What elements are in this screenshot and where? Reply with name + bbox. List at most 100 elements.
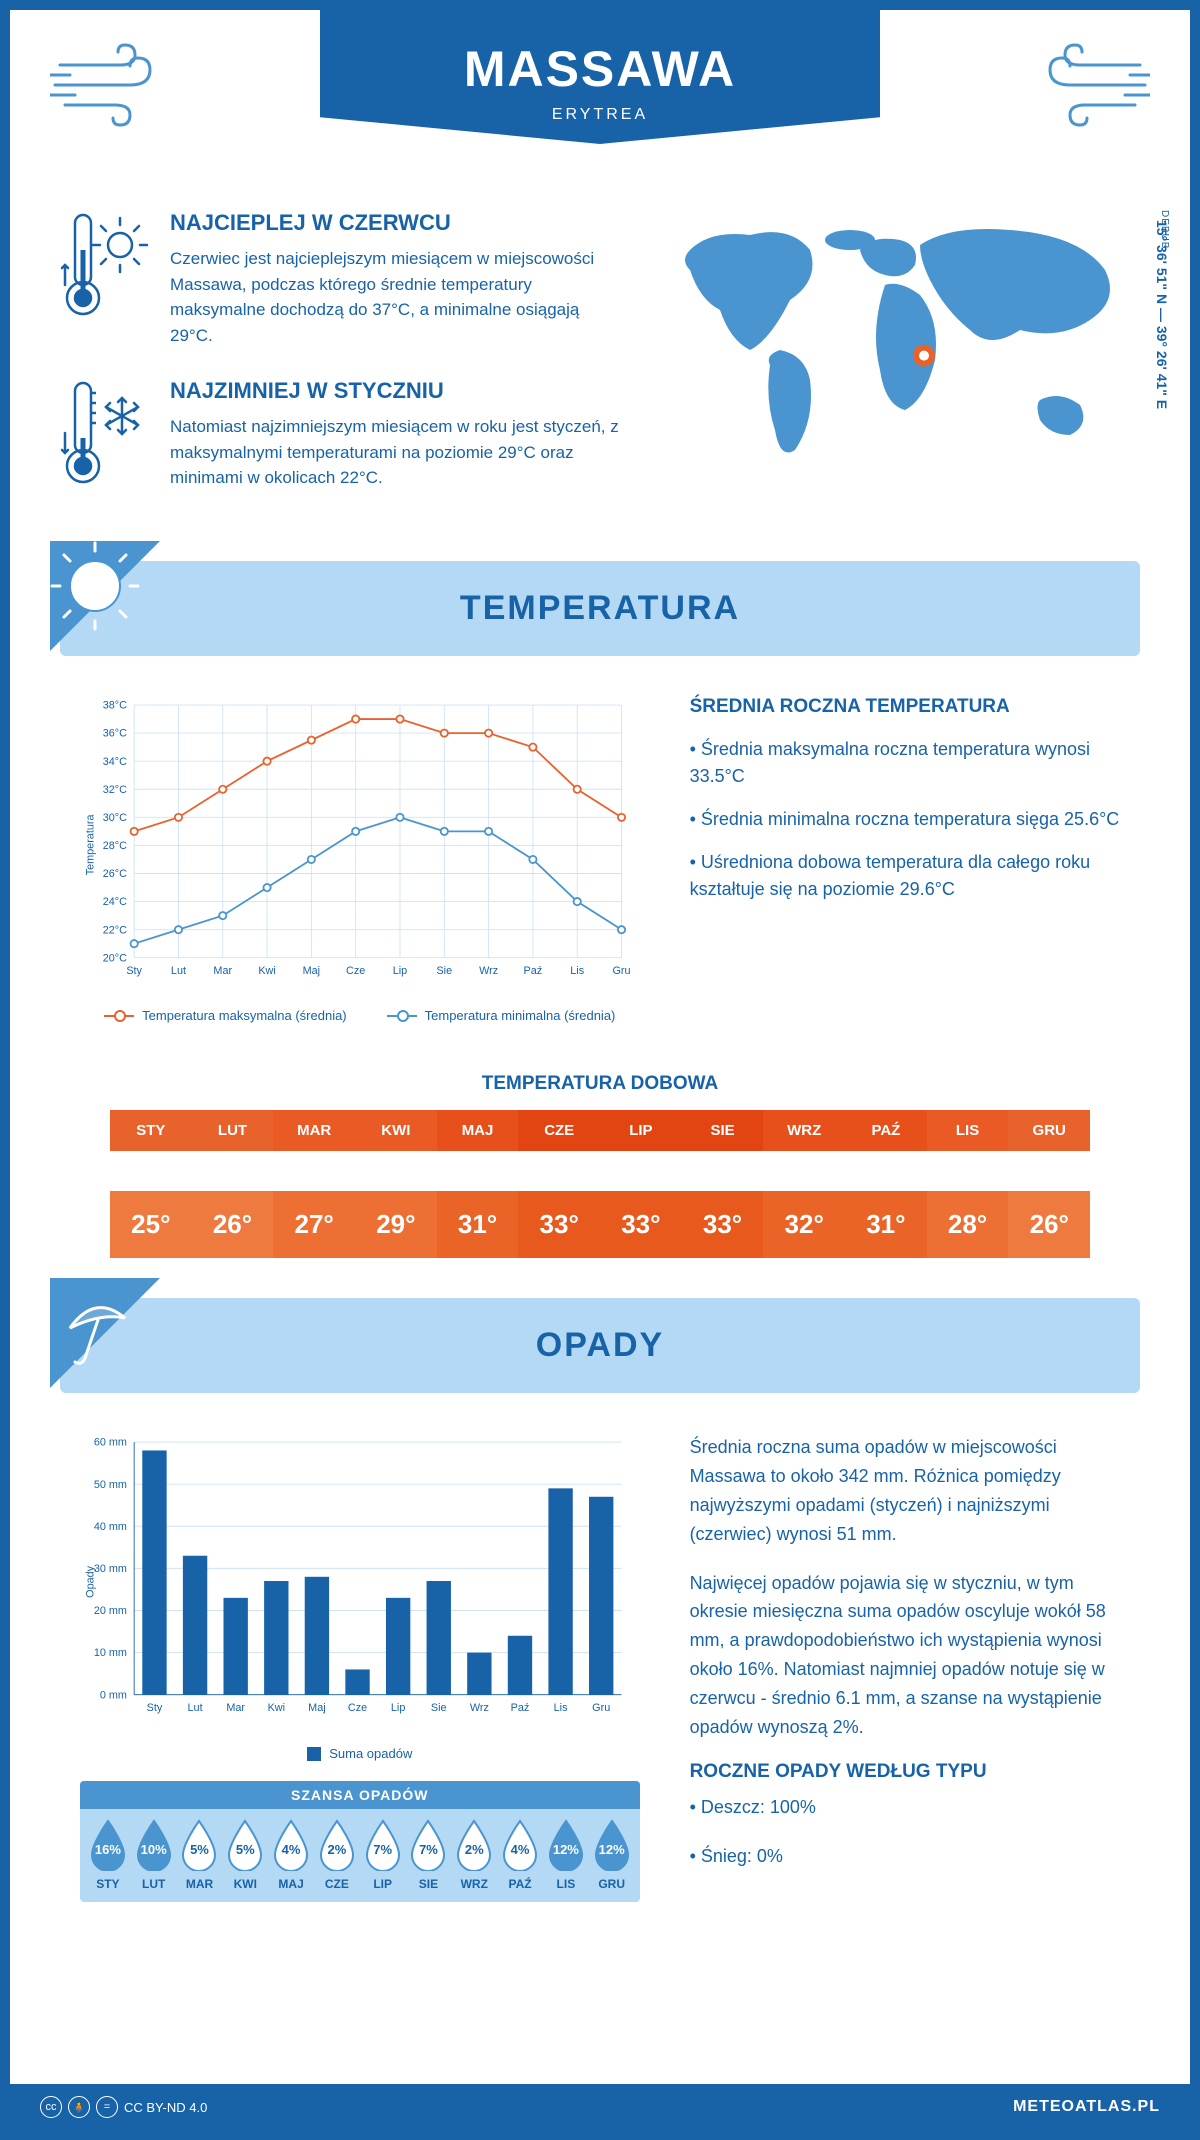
svg-text:30°C: 30°C: [103, 811, 127, 823]
legend-precip: Suma opadów: [307, 1746, 412, 1761]
svg-text:Sty: Sty: [147, 1702, 163, 1714]
daily-value: 26°: [192, 1191, 274, 1258]
legend-max: .legend-item:nth-child(1) .legend-swatch…: [104, 1008, 346, 1023]
svg-text:Temperatura: Temperatura: [85, 813, 97, 875]
daily-value: 33°: [518, 1191, 600, 1258]
svg-text:Gru: Gru: [612, 964, 630, 976]
chance-cell: 2% WRZ: [451, 1819, 497, 1897]
svg-text:22°C: 22°C: [103, 924, 127, 936]
chance-cell: 7% LIP: [360, 1819, 406, 1897]
svg-text:Lis: Lis: [570, 964, 584, 976]
daily-value: 33°: [600, 1191, 682, 1258]
precip-p2: Najwięcej opadów pojawia się w styczniu,…: [690, 1569, 1120, 1742]
daily-month: STY: [110, 1110, 192, 1151]
svg-text:Opady: Opady: [85, 1566, 97, 1598]
svg-text:10 mm: 10 mm: [94, 1648, 127, 1660]
cc-icon: cc: [40, 2096, 62, 2118]
svg-text:26°C: 26°C: [103, 868, 127, 880]
svg-text:Sty: Sty: [126, 964, 142, 976]
daily-month: LIS: [927, 1110, 1009, 1151]
temp-stats-title: ŚREDNIA ROCZNA TEMPERATURA: [690, 696, 1120, 718]
temperature-stats: ŚREDNIA ROCZNA TEMPERATURA • Średnia mak…: [690, 696, 1120, 1024]
temp-stat-bullet: • Średnia maksymalna roczna temperatura …: [690, 736, 1120, 790]
temp-stat-bullet: • Uśredniona dobowa temperatura dla całe…: [690, 849, 1120, 903]
svg-text:Kwi: Kwi: [268, 1702, 285, 1714]
svg-text:Lip: Lip: [393, 964, 407, 976]
svg-text:Lut: Lut: [171, 964, 186, 976]
chance-cell: 4% PAŹ: [497, 1819, 543, 1897]
wind-icon: [1030, 40, 1150, 130]
svg-text:Lip: Lip: [391, 1702, 405, 1714]
precip-type-title: ROCZNE OPADY WEDŁUG TYPU: [690, 1761, 1120, 1783]
svg-text:Wrz: Wrz: [479, 964, 498, 976]
daily-month: CZE: [518, 1110, 600, 1151]
svg-text:Paź: Paź: [524, 964, 543, 976]
footer: cc 🧍 = CC BY-ND 4.0 METEOATLAS.PL: [10, 2084, 1190, 2130]
hottest-text: Czerwiec jest najcieplejszym miesiącem w…: [170, 246, 620, 348]
chance-cell: 5% KWI: [222, 1819, 268, 1897]
temp-stat-bullet: • Średnia minimalna roczna temperatura s…: [690, 806, 1120, 833]
daily-value: 25°: [110, 1191, 192, 1258]
svg-text:Maj: Maj: [303, 964, 320, 976]
daily-month: MAR: [273, 1110, 355, 1151]
svg-text:20°C: 20°C: [103, 952, 127, 964]
daily-value: 26°: [1008, 1191, 1090, 1258]
svg-text:24°C: 24°C: [103, 896, 127, 908]
svg-text:20 mm: 20 mm: [94, 1605, 127, 1617]
chance-cell: 2% CZE: [314, 1819, 360, 1897]
temperature-heading: TEMPERATURA: [80, 589, 1120, 628]
svg-text:28°C: 28°C: [103, 840, 127, 852]
precip-chance-box: SZANSA OPADÓW 16% STY 10% LUT 5% MAR 5% …: [80, 1781, 640, 1902]
daily-month: PAŹ: [845, 1110, 927, 1151]
daily-month: WRZ: [763, 1110, 845, 1151]
svg-text:Cze: Cze: [346, 964, 365, 976]
svg-text:30 mm: 30 mm: [94, 1563, 127, 1575]
daily-value: 29°: [355, 1191, 437, 1258]
precip-chart: 0 mm10 mm20 mm30 mm40 mm50 mm60 mmStyLut…: [80, 1433, 640, 1761]
header-banner: MASSAWA ERYTREA: [320, 10, 880, 144]
coldest-title: NAJZIMNIEJ W STYCZNIU: [170, 378, 620, 404]
svg-text:Mar: Mar: [226, 1702, 245, 1714]
daily-value: 32°: [763, 1191, 845, 1258]
by-icon: 🧍: [68, 2096, 90, 2118]
daily-value: 31°: [845, 1191, 927, 1258]
daily-value: 31°: [437, 1191, 519, 1258]
world-map: [660, 210, 1140, 490]
daily-temp-title: TEMPERATURA DOBOWA: [10, 1073, 1190, 1095]
svg-text:Maj: Maj: [308, 1702, 325, 1714]
svg-text:32°C: 32°C: [103, 783, 127, 795]
svg-text:Paź: Paź: [511, 1702, 530, 1714]
daily-value: 27°: [273, 1191, 355, 1258]
chance-cell: 7% SIE: [406, 1819, 452, 1897]
chance-cell: 16% STY: [85, 1819, 131, 1897]
daily-temp-table: STYLUTMARKWIMAJCZELIPSIEWRZPAŹLISGRU 25°…: [60, 1110, 1140, 1258]
chance-cell: 5% MAR: [177, 1819, 223, 1897]
svg-text:60 mm: 60 mm: [94, 1437, 127, 1449]
coordinates: 15° 36' 51" N — 39° 26' 41" E: [1154, 220, 1170, 409]
daily-month: MAJ: [437, 1110, 519, 1151]
svg-text:34°C: 34°C: [103, 755, 127, 767]
svg-text:Sie: Sie: [436, 964, 452, 976]
sun-icon: [50, 541, 160, 651]
precip-text: Średnia roczna suma opadów w miejscowośc…: [690, 1433, 1120, 1902]
footer-brand: METEOATLAS.PL: [1013, 2098, 1160, 2116]
svg-text:Lis: Lis: [554, 1702, 568, 1714]
svg-text:Sie: Sie: [431, 1702, 447, 1714]
precip-type-bullet: • Deszcz: 100%: [690, 1793, 1120, 1822]
chance-cell: 10% LUT: [131, 1819, 177, 1897]
svg-text:50 mm: 50 mm: [94, 1479, 127, 1491]
chance-cell: 4% MAJ: [268, 1819, 314, 1897]
wind-icon: [50, 40, 170, 130]
nd-icon: =: [96, 2096, 118, 2118]
legend-min: .legend-item:nth-child(2) .legend-swatch…: [387, 1008, 616, 1023]
daily-month: KWI: [355, 1110, 437, 1151]
daily-month: LUT: [192, 1110, 274, 1151]
umbrella-icon: [50, 1278, 160, 1388]
svg-text:Kwi: Kwi: [258, 964, 275, 976]
svg-text:Lut: Lut: [188, 1702, 203, 1714]
svg-text:40 mm: 40 mm: [94, 1521, 127, 1533]
svg-text:Wrz: Wrz: [470, 1702, 489, 1714]
svg-text:38°C: 38°C: [103, 699, 127, 711]
thermometer-hot-icon: [60, 210, 150, 320]
map-marker-icon: [913, 345, 935, 367]
